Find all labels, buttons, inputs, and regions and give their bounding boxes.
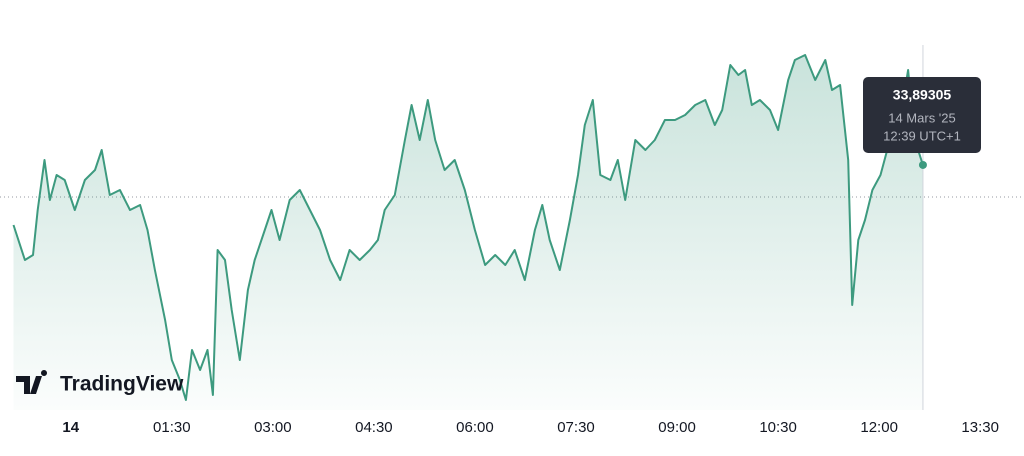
area-fill xyxy=(13,55,923,410)
x-tick-label: 04:30 xyxy=(355,419,393,436)
tooltip-date: 14 Mars '25 xyxy=(888,110,956,125)
price-line xyxy=(12,54,924,401)
logo-text: TradingView xyxy=(60,373,184,396)
x-tick-label: 07:30 xyxy=(557,419,595,436)
hover-point xyxy=(918,160,927,169)
x-tick-label: 03:00 xyxy=(254,419,292,436)
x-tick-label: 09:00 xyxy=(658,419,696,436)
x-tick-label: 01:30 xyxy=(153,419,191,436)
tooltip-value: 33,89305 xyxy=(893,87,952,103)
x-tick-label: 13:30 xyxy=(961,419,999,436)
logo-icon xyxy=(16,370,48,394)
x-tick-label: 12:00 xyxy=(860,419,898,436)
tooltip-time: 12:39 UTC+1 xyxy=(883,128,961,143)
logo[interactable]: TradingView xyxy=(16,370,184,396)
tooltip: 33,89305 14 Mars '25 12:39 UTC+1 xyxy=(863,77,981,153)
x-tick-label: 14 xyxy=(62,419,79,436)
x-tick-label: 10:30 xyxy=(759,419,797,436)
tooltip-box xyxy=(863,77,981,153)
x-tick-label: 06:00 xyxy=(456,419,494,436)
